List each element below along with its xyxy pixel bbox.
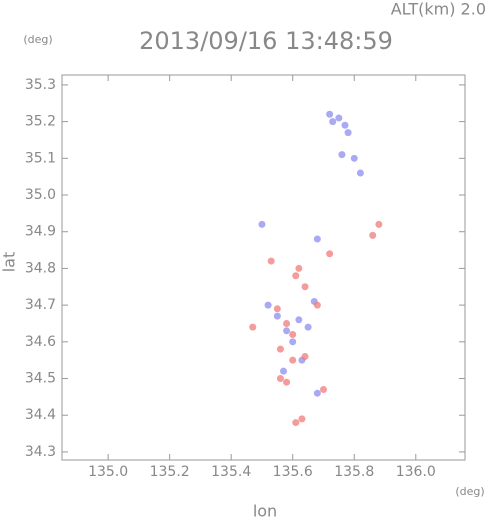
y-tick-label: 35.0	[25, 187, 56, 203]
y-axis-label: lat	[0, 252, 19, 273]
y-tick-label: 35.2	[25, 114, 56, 130]
echo-point	[264, 301, 272, 309]
x-tick-label: 135.2	[150, 464, 190, 480]
echo-point	[267, 257, 275, 265]
echo-point	[338, 151, 346, 159]
x-tick-label: 135.6	[273, 464, 313, 480]
echo-point	[273, 312, 281, 320]
subtitle: ALT(km) 2.0	[391, 0, 486, 19]
echo-point	[344, 129, 352, 137]
echo-point	[313, 235, 321, 243]
echo-point	[298, 415, 306, 423]
echo-point	[313, 389, 321, 397]
echo-point	[292, 419, 300, 427]
y-tick-label: 35.1	[25, 150, 56, 166]
echo-point	[279, 367, 287, 375]
echo-point	[335, 114, 343, 122]
echo-point	[319, 386, 327, 394]
chart-title: 2013/09/16 13:48:59	[139, 27, 393, 55]
echo-point	[329, 118, 337, 126]
echo-point	[295, 264, 303, 272]
y-unit: (deg)	[23, 33, 52, 46]
echo-point	[304, 323, 312, 331]
x-tick-label: 135.4	[211, 464, 251, 480]
echo-point	[356, 169, 364, 177]
echo-point	[295, 316, 303, 324]
y-tick-label: 34.4	[25, 407, 56, 423]
echo-point	[369, 231, 377, 239]
y-tick-label: 34.3	[25, 444, 56, 460]
echo-point	[273, 305, 281, 313]
echo-point	[283, 319, 291, 327]
echo-point	[289, 330, 297, 338]
echo-point	[283, 327, 291, 335]
x-tick-label: 135.8	[334, 464, 374, 480]
echo-point	[283, 378, 291, 386]
x-tick-label: 135.0	[88, 464, 128, 480]
echo-point	[375, 220, 383, 228]
x-tick-label: 136.0	[396, 464, 436, 480]
y-tick-label: 34.7	[25, 297, 56, 313]
y-tick-label: 34.8	[25, 260, 56, 276]
echo-point	[258, 220, 266, 228]
echo-point	[313, 301, 321, 309]
echo-point	[326, 110, 334, 118]
echo-point	[276, 345, 284, 353]
echo-point	[341, 121, 349, 129]
y-tick-label: 34.9	[25, 224, 56, 240]
y-tick-label: 35.3	[25, 77, 56, 93]
echo-point	[350, 154, 358, 162]
echo-point	[249, 323, 257, 331]
echo-point	[292, 272, 300, 280]
x-axis-label: lon	[253, 502, 277, 521]
y-tick-label: 34.6	[25, 334, 56, 350]
echo-point	[301, 353, 309, 361]
echo-point	[289, 338, 297, 346]
echo-point	[326, 250, 334, 258]
echo-point	[289, 356, 297, 364]
echo-point	[276, 375, 284, 383]
plot-frame	[61, 74, 466, 461]
x-unit: (deg)	[455, 485, 484, 498]
y-tick-label: 34.5	[25, 371, 56, 387]
echo-point	[301, 283, 309, 291]
